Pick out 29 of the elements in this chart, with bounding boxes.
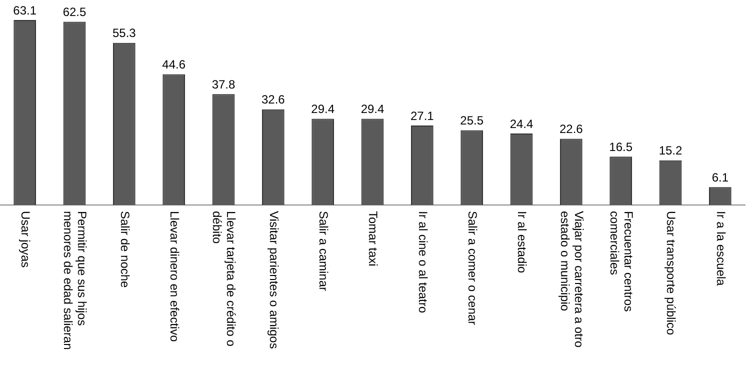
data-label: 15.2 bbox=[658, 144, 682, 158]
data-label: 37.8 bbox=[212, 77, 236, 92]
x-tick-label: Tomar taxi bbox=[366, 211, 380, 266]
x-tick-label: Llevar tarjeta de crédito o débito bbox=[210, 211, 238, 347]
x-tick-label: Ir a la escuela bbox=[714, 211, 728, 286]
data-label: 63.1 bbox=[13, 3, 37, 18]
x-tick-label: Ir al cine o al teatro bbox=[416, 211, 430, 314]
data-label: 29.4 bbox=[311, 102, 335, 116]
data-label: 25.5 bbox=[460, 114, 484, 128]
x-tick-label: Llevar dinero en efectivo bbox=[168, 211, 182, 342]
data-label: 62.5 bbox=[62, 5, 86, 20]
data-label: 44.6 bbox=[162, 58, 186, 72]
x-tick-label: Salir a comer o cenar bbox=[466, 211, 480, 326]
data-label: 55.3 bbox=[112, 26, 136, 40]
data-label: 16.5 bbox=[609, 140, 633, 154]
x-tick-label: Salir a caminar bbox=[316, 211, 331, 292]
data-label: 27.1 bbox=[410, 108, 434, 123]
data-label: 29.4 bbox=[360, 102, 384, 116]
data-label: 24.4 bbox=[510, 116, 534, 131]
x-tick-label: Permitir que sus hijos menores de edad salieran bbox=[61, 211, 90, 350]
x-tick-label: Salir de noche bbox=[118, 211, 132, 288]
data-label: 32.6 bbox=[261, 92, 286, 107]
data-label: 6.1 bbox=[712, 170, 729, 184]
data-label: 22.6 bbox=[559, 122, 584, 136]
x-tick-label: Ir al estadio bbox=[515, 211, 530, 274]
x-tick-label: Visitar parientes o amigos bbox=[266, 211, 281, 349]
x-tick-label: Usar transporte público bbox=[664, 211, 678, 336]
x-tick-label: Usar joyas bbox=[18, 211, 33, 268]
x-tick-label: Viajar por carretera a otro estado o municipio bbox=[558, 211, 586, 348]
